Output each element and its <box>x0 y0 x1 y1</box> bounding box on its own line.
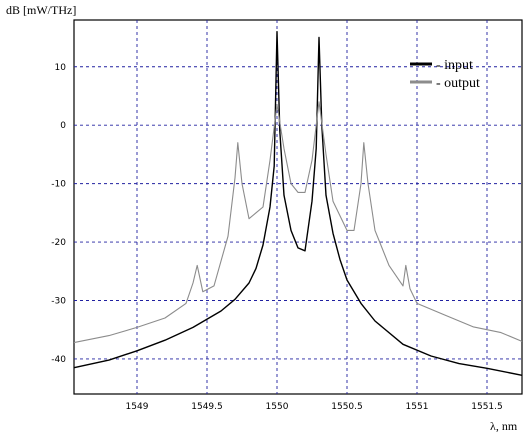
series-line-1 <box>73 101 523 344</box>
y-tick-label: -20 <box>51 238 66 248</box>
x-tick-label: 1549 <box>126 402 149 412</box>
y-tick-label: -40 <box>51 355 66 365</box>
series-line-0 <box>73 31 523 376</box>
x-tick-label: 1550.5 <box>331 402 363 412</box>
series-lines <box>73 31 523 376</box>
y-tick-label: 10 <box>55 63 67 73</box>
x-tick-label: 1551 <box>406 402 429 412</box>
x-axis-label: λ, nm <box>490 419 518 433</box>
x-tick-label: 1549.5 <box>191 402 223 412</box>
plot-area <box>73 19 523 395</box>
y-ticks: -40 -30 -20 -10 0 10 <box>51 63 66 365</box>
x-ticks: 1549 1549.5 1550 1550.5 1551 1551.5 <box>126 402 503 412</box>
y-axis-label: dB [mW/THz] <box>6 3 76 17</box>
legend-label-0: - input <box>436 58 473 73</box>
y-tick-label: 0 <box>60 121 66 131</box>
x-tick-label: 1551.5 <box>471 402 503 412</box>
legend: - input - output <box>410 58 480 91</box>
x-tick-label: 1550 <box>266 402 289 412</box>
y-tick-label: -10 <box>51 180 66 190</box>
legend-label-1: - output <box>436 76 480 91</box>
y-tick-label: -30 <box>51 297 66 307</box>
grid <box>74 20 522 394</box>
